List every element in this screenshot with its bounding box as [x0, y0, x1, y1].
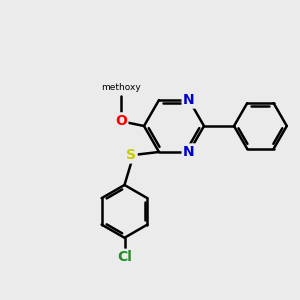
Text: N: N [183, 145, 195, 159]
Text: O: O [115, 114, 127, 128]
Text: methoxy: methoxy [101, 82, 141, 91]
Text: S: S [126, 148, 136, 162]
Text: N: N [183, 93, 195, 107]
Text: Cl: Cl [117, 250, 132, 264]
